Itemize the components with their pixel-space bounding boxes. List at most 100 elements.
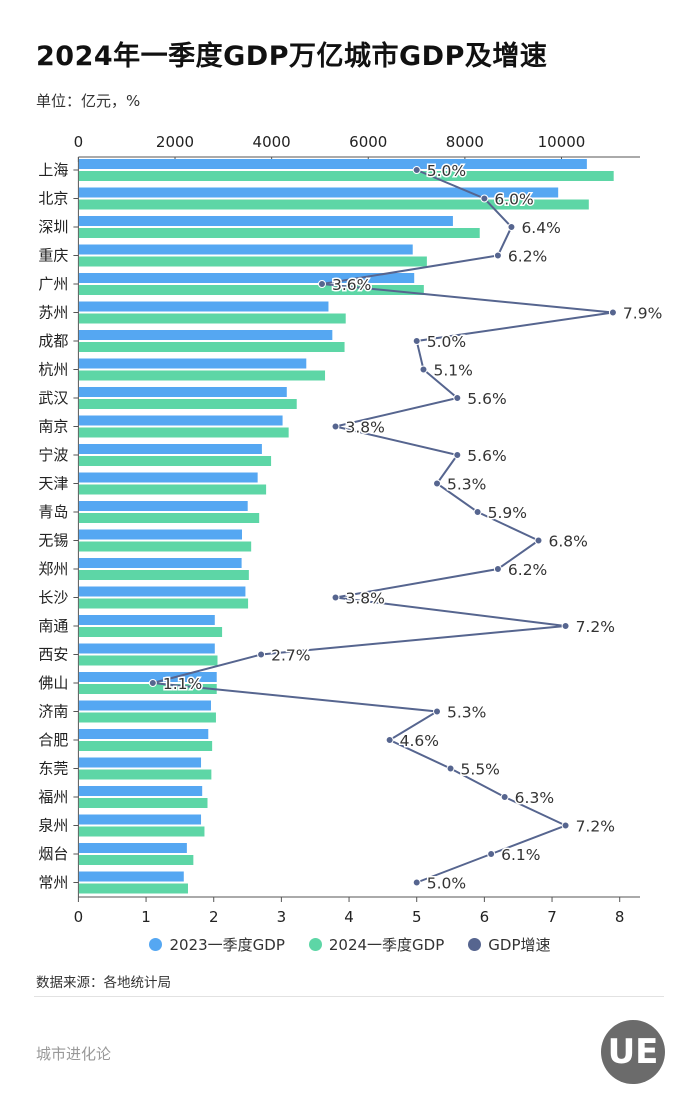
growth-point bbox=[561, 821, 570, 830]
bar-2023 bbox=[78, 814, 202, 825]
growth-data-label: 5.5% bbox=[461, 761, 500, 779]
bar-2024 bbox=[78, 399, 297, 409]
bar-2023 bbox=[78, 444, 262, 454]
category-label: 重庆 bbox=[38, 247, 68, 265]
bar-2023 bbox=[78, 700, 211, 711]
bottom-axis-tick-label: 6 bbox=[480, 908, 490, 926]
growth-point bbox=[507, 223, 516, 231]
bar-2023 bbox=[78, 757, 202, 768]
bottom-axis-tick-label: 8 bbox=[615, 908, 625, 926]
category-label: 无锡 bbox=[38, 532, 68, 550]
bar-2023 bbox=[78, 216, 453, 226]
bar-2023 bbox=[78, 330, 333, 340]
growth-data-label: 1.1% bbox=[163, 675, 202, 693]
bar-2023 bbox=[78, 244, 413, 255]
category-label: 长沙 bbox=[38, 589, 68, 607]
bar-2023 bbox=[78, 472, 258, 483]
growth-point bbox=[493, 565, 502, 573]
category-label: 西安 bbox=[38, 646, 68, 664]
growth-point bbox=[433, 479, 442, 488]
growth-data-label: 5.0% bbox=[427, 162, 466, 180]
growth-point bbox=[473, 508, 482, 516]
growth-data-label: 6.2% bbox=[508, 248, 547, 266]
category-label: 南京 bbox=[38, 418, 68, 436]
growth-data-label: 6.4% bbox=[521, 219, 560, 237]
bar-2024 bbox=[78, 484, 267, 495]
growth-data-label: 5.3% bbox=[447, 704, 486, 722]
bar-2023 bbox=[78, 871, 184, 882]
growth-data-label: 3.8% bbox=[346, 590, 385, 608]
category-label: 青岛 bbox=[38, 503, 68, 521]
divider bbox=[34, 996, 664, 997]
bar-2024 bbox=[78, 855, 194, 865]
bar-2023 bbox=[78, 786, 203, 796]
growth-data-label: 6.2% bbox=[508, 561, 547, 579]
category-label: 常州 bbox=[38, 874, 68, 892]
growth-point bbox=[385, 736, 394, 744]
growth-point bbox=[500, 793, 509, 801]
bar-2023 bbox=[78, 615, 215, 625]
bar-2024 bbox=[78, 826, 205, 837]
growth-point bbox=[453, 394, 462, 402]
bar-2024 bbox=[78, 627, 223, 637]
growth-data-label: 5.0% bbox=[427, 333, 466, 351]
legend-swatch-growth bbox=[468, 938, 482, 951]
top-axis-tick-label: 0 bbox=[74, 133, 84, 151]
legend-label-2024: 2024一季度GDP bbox=[328, 936, 445, 954]
bottom-axis-tick-label: 2 bbox=[209, 908, 219, 926]
growth-data-label: 7.2% bbox=[576, 818, 615, 836]
growth-point bbox=[257, 650, 266, 659]
category-label: 上海 bbox=[38, 161, 68, 179]
legend-item-growth[interactable]: GDP增速 bbox=[468, 934, 551, 955]
bar-2023 bbox=[78, 586, 246, 597]
bar-2023 bbox=[78, 159, 587, 169]
growth-data-label: 3.6% bbox=[332, 276, 371, 294]
bar-2024 bbox=[78, 456, 272, 466]
growth-point bbox=[331, 422, 340, 431]
bar-2024 bbox=[78, 228, 480, 238]
legend-item-2024[interactable]: 2024一季度GDP bbox=[308, 934, 445, 955]
growth-point bbox=[317, 280, 326, 288]
category-label: 天津 bbox=[38, 475, 68, 493]
growth-point bbox=[534, 536, 543, 545]
growth-point bbox=[487, 850, 496, 858]
chart-title: 2024年一季度GDP万亿城市GDP及增速 bbox=[36, 41, 548, 72]
category-label: 武汉 bbox=[38, 389, 68, 407]
bottom-axis-tick-label: 4 bbox=[344, 908, 354, 926]
bar-2024 bbox=[78, 199, 589, 210]
growth-data-label: 6.1% bbox=[501, 846, 540, 864]
top-axis-tick-label: 6000 bbox=[349, 133, 387, 151]
legend-item-2023[interactable]: 2023一季度GDP bbox=[149, 934, 285, 955]
brand-logo: UE bbox=[601, 1020, 665, 1084]
bottom-axis-tick-label: 1 bbox=[141, 908, 151, 926]
growth-data-label: 2.7% bbox=[271, 647, 310, 665]
growth-point bbox=[412, 166, 421, 174]
growth-point bbox=[446, 764, 455, 773]
growth-data-label: 7.9% bbox=[623, 305, 662, 323]
category-label: 深圳 bbox=[38, 218, 68, 236]
category-label: 济南 bbox=[38, 703, 68, 721]
bar-2023 bbox=[78, 273, 415, 283]
legend: 2023一季度GDP 2024一季度GDP GDP增速 bbox=[0, 934, 700, 955]
bar-2023 bbox=[78, 843, 187, 853]
growth-point bbox=[561, 622, 570, 630]
growth-data-label: 5.6% bbox=[467, 447, 506, 465]
bottom-axis-tick-label: 3 bbox=[277, 908, 287, 926]
legend-swatch-2023 bbox=[149, 938, 163, 951]
growth-data-label: 5.6% bbox=[467, 390, 506, 408]
bar-2023 bbox=[78, 358, 307, 369]
unit-label: 单位：亿元，% bbox=[36, 92, 141, 110]
data-source: 数据来源：各地统计局 bbox=[36, 975, 171, 991]
bar-2024 bbox=[78, 342, 345, 352]
bar-2024 bbox=[78, 684, 217, 694]
growth-data-label: 5.3% bbox=[447, 476, 486, 494]
bar-2023 bbox=[78, 187, 559, 198]
bar-2023 bbox=[78, 672, 217, 682]
category-label: 广州 bbox=[38, 275, 68, 293]
bar-2024 bbox=[78, 598, 249, 609]
bar-2023 bbox=[78, 729, 209, 739]
bar-2024 bbox=[78, 256, 427, 267]
growth-line bbox=[152, 169, 614, 884]
bar-2024 bbox=[78, 285, 424, 295]
bar-2024 bbox=[78, 513, 260, 523]
